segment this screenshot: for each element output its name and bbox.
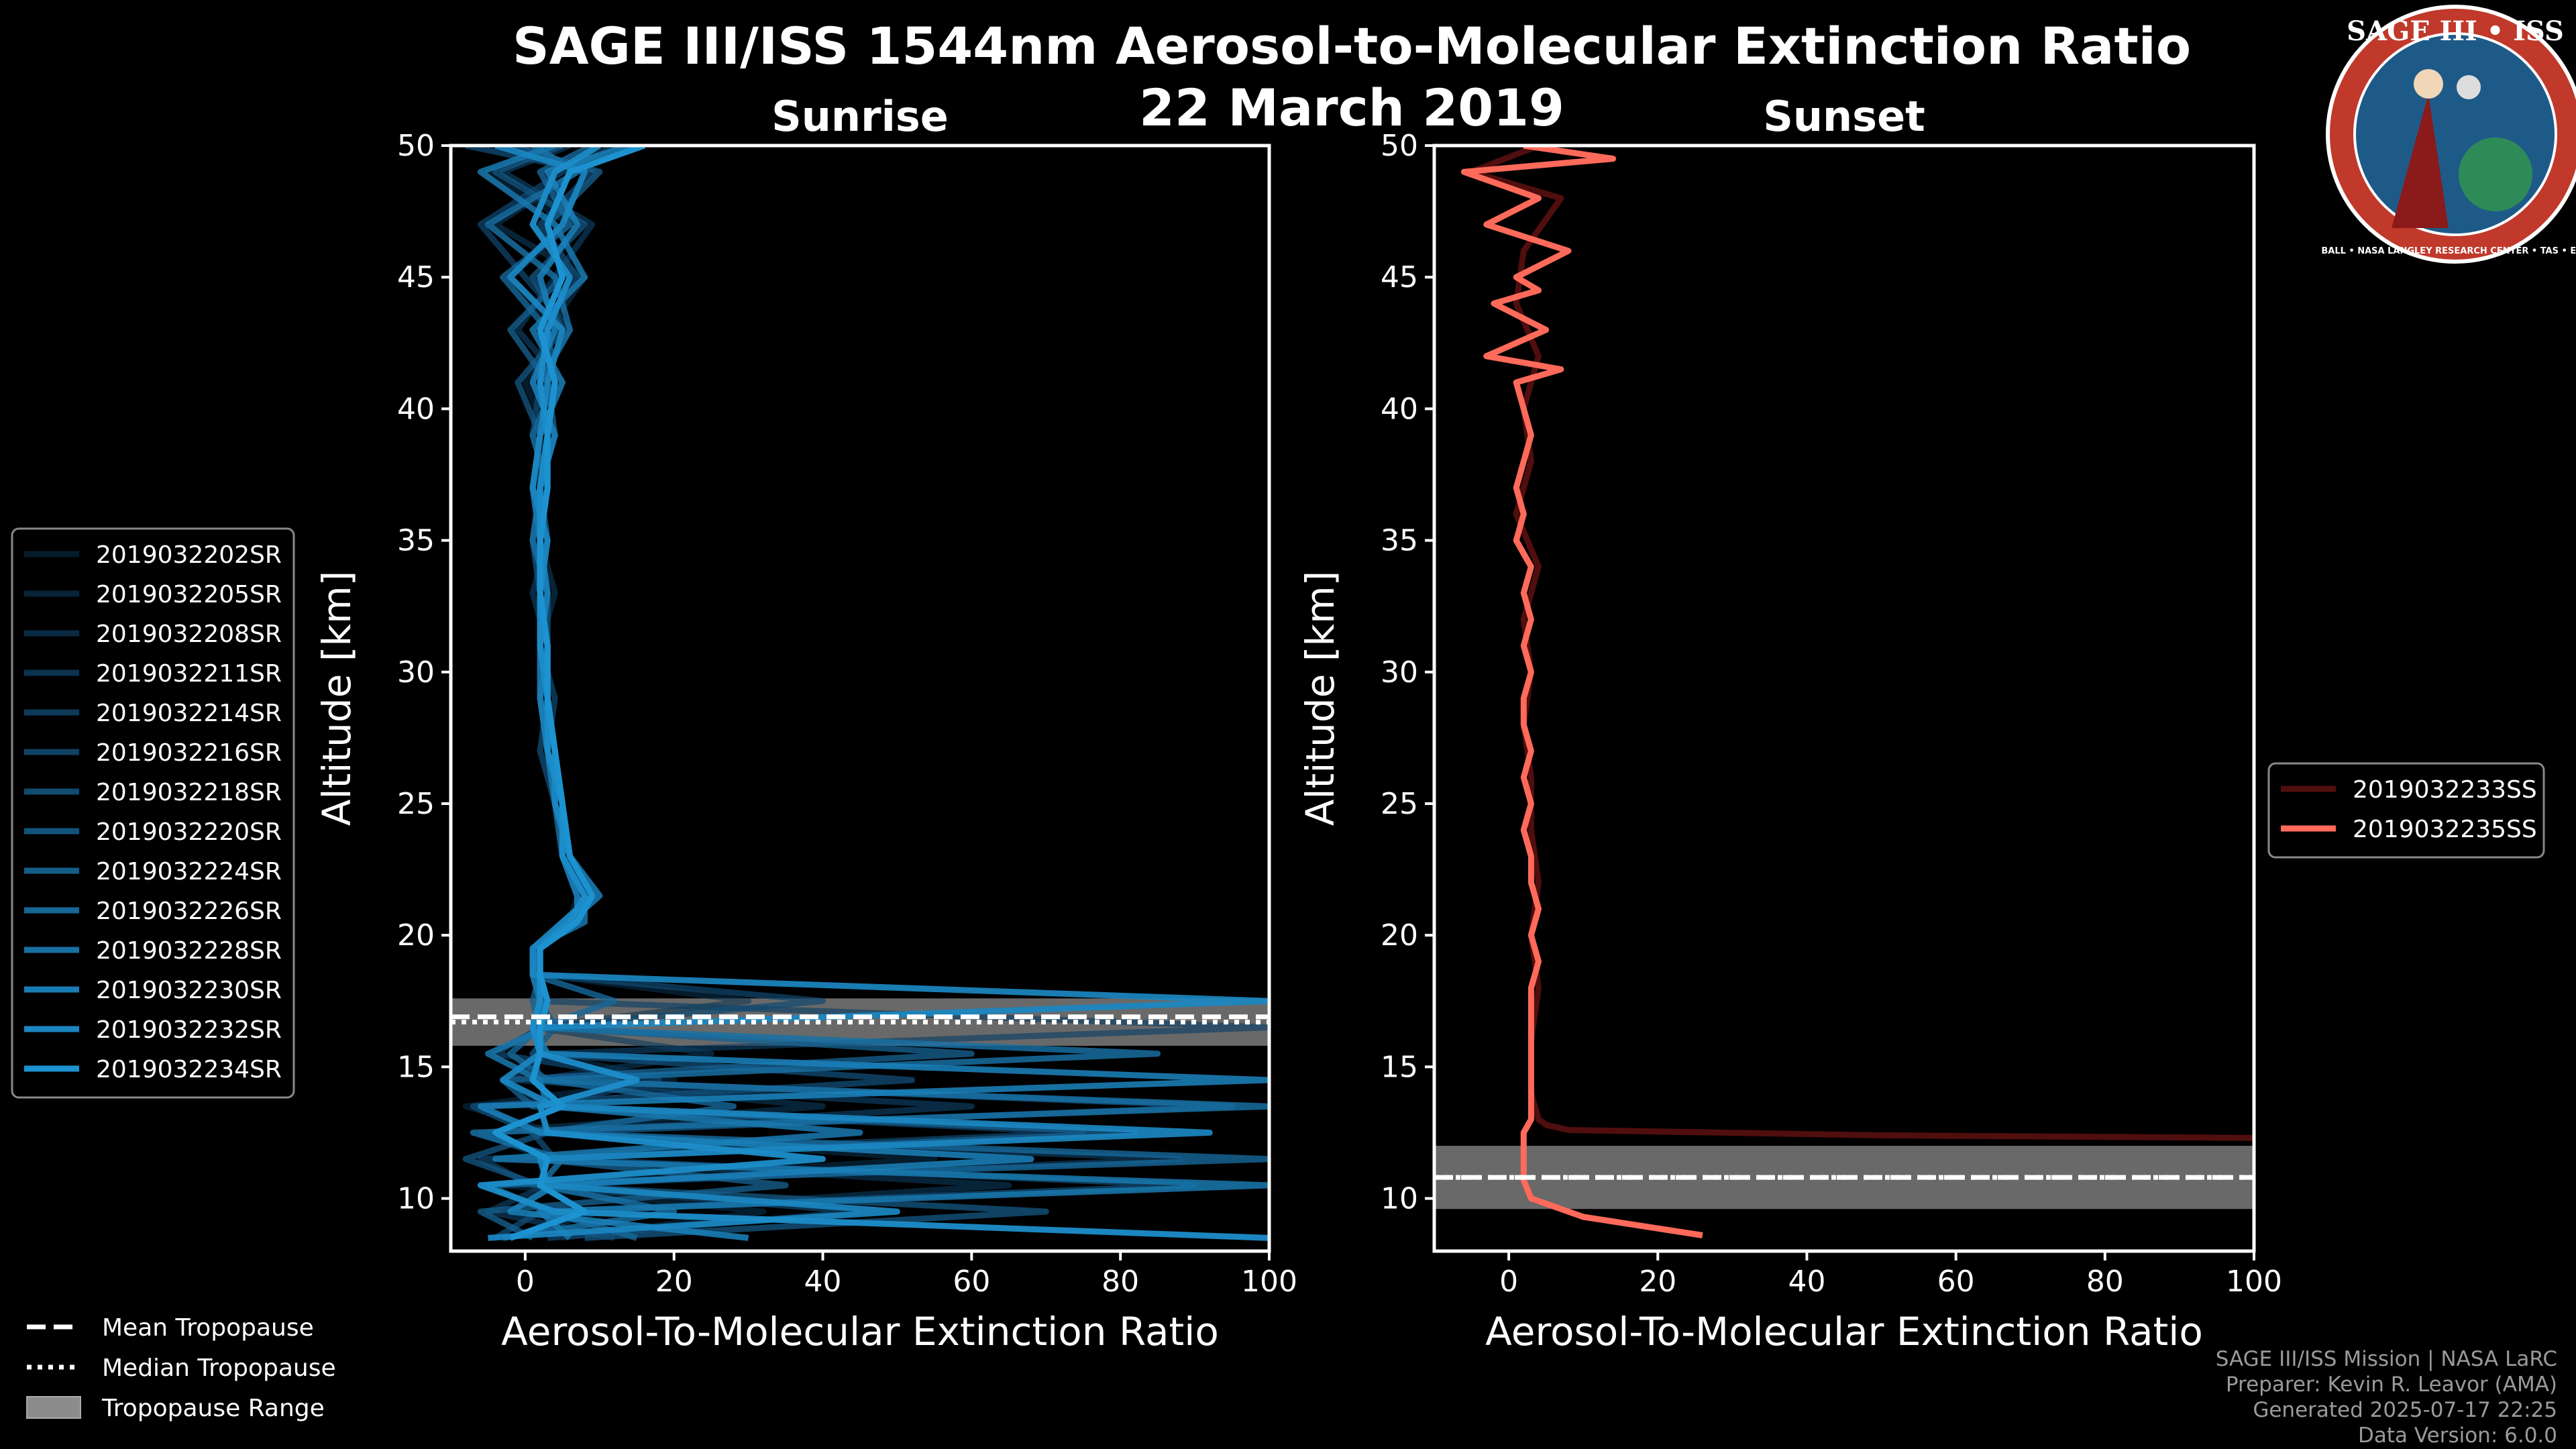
legend-label: 2019032211SR [96, 660, 282, 688]
legend-label: 2019032208SR [96, 621, 282, 648]
tropo-legend-label: Mean Tropopause [102, 1314, 314, 1342]
legend-frame [11, 527, 295, 1099]
logo-moon-icon [2457, 75, 2481, 99]
y-tick-label: 40 [397, 392, 435, 426]
x-axis-label: Aerosol-To-Molecular Extinction Ratio [1485, 1309, 2203, 1354]
x-tick-label: 40 [804, 1265, 842, 1299]
legend-label: 2019032233SS [2353, 776, 2537, 804]
credit-line: Preparer: Kevin R. Leavor (AMA) [2226, 1373, 2557, 1397]
logo-disc [2353, 32, 2557, 236]
credits-block: SAGE III/ISS Mission | NASA LaRCPreparer… [2216, 1347, 2557, 1448]
panel-sunrise: 0 20 40 60 80 100 10 15 20 25 30 35 40 45 50 Sunrise Aer… [11, 92, 1297, 1354]
legend-label: 2019032218SR [96, 779, 282, 806]
series-line-2019032235SS [1460, 146, 1703, 1238]
figure-subtitle: 22 March 2019 [1139, 78, 1564, 138]
logo-ring-text: BALL • NASA LANGLEY RESEARCH CENTER • TA… [2321, 246, 2576, 256]
chart-panels: 0 20 40 60 80 100101520253035404550SunriseAer… [11, 92, 2545, 1354]
y-tick-label: 25 [397, 787, 435, 821]
panel-title: Sunset [1763, 92, 1925, 141]
y-tick-label: 10 [1381, 1182, 1418, 1216]
y-axis-label: Altitude [km] [314, 571, 360, 826]
legend-label: 2019032220SR [96, 818, 282, 846]
panel-sunset: 0 20 40 60 80 100 10 15 20 25 30 35 40 45 50 Sunset Aero… [1297, 92, 2545, 1354]
x-axis-label: Aerosol-To-Molecular Extinction Ratio [501, 1309, 1219, 1354]
series-legend: 2019032202SR 2019032205SR 2019032208SR 2019… [11, 527, 295, 1099]
y-tick-label: 50 [397, 129, 435, 163]
legend-label: 2019032214SR [96, 700, 282, 727]
y-tick-label: 15 [1381, 1050, 1418, 1084]
credit-line: Generated 2025-07-17 22:25 [2253, 1398, 2557, 1422]
logo-figure-icon [2392, 94, 2449, 228]
y-tick-label: 45 [1381, 260, 1418, 294]
x-tick-label: 100 [2226, 1265, 2282, 1299]
x-tick-label: 0 [516, 1265, 535, 1299]
tropo-legend-label: Tropopause Range [101, 1395, 325, 1422]
tropo-legend-label: Median Tropopause [102, 1354, 336, 1382]
x-tick-label: 40 [1788, 1265, 1825, 1299]
series-group [462, 146, 1269, 1241]
legend-label: 2019032202SR [96, 541, 282, 569]
y-tick-label: 15 [397, 1050, 435, 1084]
x-tick-label: 100 [1241, 1265, 1297, 1299]
x-tick-label: 80 [1102, 1265, 1139, 1299]
legend-label: 2019032224SR [96, 858, 282, 885]
tropo-legend-patch [26, 1396, 81, 1419]
x-tick-label: 60 [1937, 1265, 1975, 1299]
y-tick-label: 25 [1381, 787, 1418, 821]
legend-label: 2019032228SR [96, 937, 282, 965]
x-tick-label: 60 [953, 1265, 990, 1299]
legend-label: 2019032234SR [96, 1056, 282, 1083]
y-tick-label: 50 [1381, 129, 1418, 163]
legend-label: 2019032205SR [96, 581, 282, 608]
x-tick-label: 80 [2086, 1265, 2124, 1299]
x-tick-label: 0 [1499, 1265, 1518, 1299]
x-tick-label: 20 [655, 1265, 693, 1299]
series-line-2019032234SR [492, 146, 645, 1241]
y-tick-label: 45 [397, 260, 435, 294]
x-tick-label: 20 [1639, 1265, 1676, 1299]
tropopause-legend: Mean Tropopause Median Tropopause Tropopau… [26, 1314, 336, 1422]
series-group [1460, 146, 2254, 1238]
y-tick-label: 20 [397, 918, 435, 953]
legend-frame [2267, 762, 2545, 859]
credit-line: SAGE III/ISS Mission | NASA LaRC [2216, 1347, 2557, 1371]
legend-label: 2019032226SR [96, 898, 282, 925]
panel-title: Sunrise [771, 92, 949, 141]
logo-head-icon [2414, 69, 2443, 99]
credit-line: Data Version: 6.0.0 [2358, 1424, 2557, 1448]
sage-iii-iss-logo: SAGE III • ISS BALL • NASA LANGLEY RESEA… [2321, 5, 2576, 264]
legend-label: 2019032216SR [96, 739, 282, 767]
y-tick-label: 10 [397, 1182, 435, 1216]
y-tick-label: 35 [1381, 524, 1418, 558]
legend-label: 2019032232SR [96, 1016, 282, 1044]
y-tick-label: 40 [1381, 392, 1418, 426]
legend-label: 2019032230SR [96, 977, 282, 1004]
y-axis-label: Altitude [km] [1297, 571, 1343, 826]
y-tick-label: 30 [397, 655, 435, 690]
axes-frame [449, 144, 1271, 1253]
logo-title: SAGE III • ISS [2347, 15, 2564, 47]
y-tick-label: 30 [1381, 655, 1418, 690]
figure-title: SAGE III/ISS 1544nm Aerosol-to-Molecular… [513, 16, 2191, 76]
series-legend: 2019032233SS 2019032235SS [2267, 762, 2545, 859]
legend-label: 2019032235SS [2353, 816, 2537, 843]
y-tick-label: 35 [397, 524, 435, 558]
logo-earth-icon [2459, 138, 2532, 211]
axes-frame [1432, 144, 2256, 1253]
y-tick-label: 20 [1381, 918, 1418, 953]
